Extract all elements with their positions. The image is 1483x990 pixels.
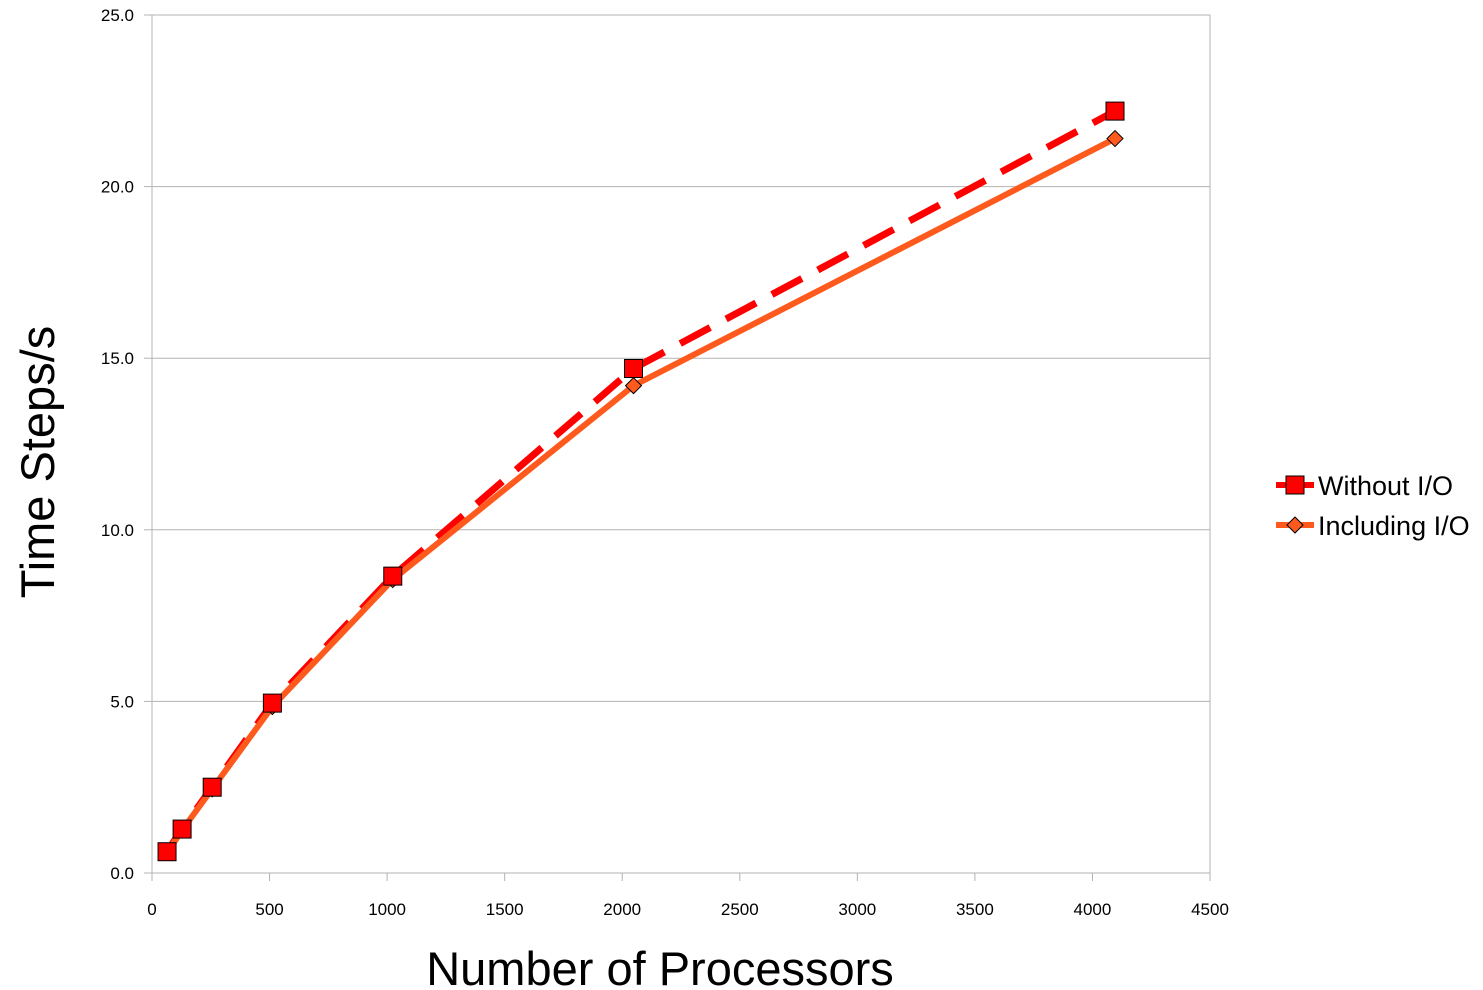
x-tick-label: 1000 [368, 900, 406, 919]
legend-label-including-i-o: Including I/O [1318, 511, 1470, 541]
plot-area [151, 14, 1211, 874]
x-tick-label: 1500 [486, 900, 524, 919]
x-tick-label: 3000 [838, 900, 876, 919]
y-tick-label: 25.0 [101, 6, 134, 25]
y-tick-label: 10.0 [101, 521, 134, 540]
legend-label-without-i-o: Without I/O [1318, 471, 1453, 501]
data-point-without-i-o [262, 693, 282, 713]
x-tick-label: 0 [147, 900, 156, 919]
data-point-without-i-o [157, 842, 177, 862]
x-axis-ticks: 0 500 1000 1500 2000 2500 3000 3500 4000 4500 [147, 873, 1229, 919]
x-tick-label: 500 [255, 900, 283, 919]
legend-swatch-marker-including-i-o [1286, 516, 1304, 534]
data-point-without-i-o [383, 566, 403, 586]
y-axis-ticks: 0.0 5.0 10.0 15.0 20.0 25.0 [101, 6, 152, 883]
y-tick-label: 15.0 [101, 349, 134, 368]
y-axis-title: Time Steps/s [11, 326, 64, 599]
legend-swatch-marker-without-i-o [1285, 475, 1305, 495]
data-point-including-i-o [1106, 129, 1124, 148]
x-tick-label: 4000 [1074, 900, 1112, 919]
data-point-without-i-o [1105, 101, 1125, 121]
y-tick-label: 20.0 [101, 178, 134, 197]
y-tick-label: 0.0 [110, 864, 134, 883]
x-axis-title: Number of Processors [426, 942, 894, 990]
x-tick-label: 2000 [603, 900, 641, 919]
series-markers [157, 101, 1125, 862]
x-tick-label: 3500 [956, 900, 994, 919]
data-point-including-i-o [624, 376, 643, 395]
data-point-without-i-o [624, 358, 644, 378]
x-tick-label: 2500 [721, 900, 759, 919]
legend: Without I/O Including I/O [1276, 471, 1470, 541]
data-point-without-i-o [202, 777, 222, 797]
x-tick-label: 4500 [1191, 900, 1229, 919]
y-tick-label: 5.0 [110, 692, 134, 711]
data-point-without-i-o [172, 819, 192, 839]
